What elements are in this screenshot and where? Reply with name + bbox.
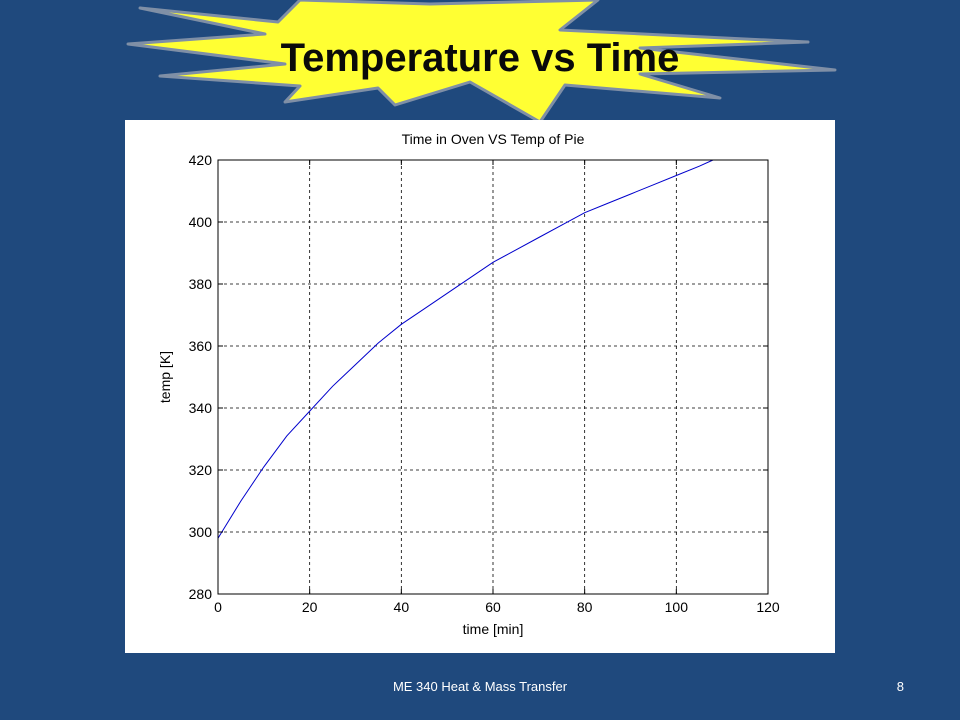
y-tick-label: 300 bbox=[189, 524, 213, 540]
x-tick-label: 60 bbox=[485, 599, 501, 615]
chart-title: Time in Oven VS Temp of Pie bbox=[402, 131, 585, 147]
y-tick-label: 340 bbox=[189, 400, 213, 416]
y-tick-label: 360 bbox=[189, 338, 213, 354]
x-tick-label: 20 bbox=[302, 599, 318, 615]
y-tick-label: 400 bbox=[189, 214, 213, 230]
line-chart: 0 20 40 60 80 100 120280300320340360380400420 … bbox=[157, 131, 780, 637]
x-axis-label: time [min] bbox=[463, 621, 524, 637]
slide-title: Temperature vs Time bbox=[280, 36, 680, 80]
grid-layer bbox=[218, 160, 768, 594]
y-tick-label: 280 bbox=[189, 586, 213, 602]
plot-panel: 0 20 40 60 80 100 120 280 300 320 340 360 380 400 420 … bbox=[125, 120, 835, 653]
x-tick-label: 100 bbox=[665, 599, 689, 615]
y-axis-label: temp [K] bbox=[157, 351, 173, 403]
y-tick-label: 320 bbox=[189, 462, 213, 478]
y-tick-label: 380 bbox=[189, 276, 213, 292]
x-tick-label: 40 bbox=[394, 599, 410, 615]
x-tick-label: 80 bbox=[577, 599, 593, 615]
series-layer bbox=[217, 159, 714, 539]
title-burst-shape bbox=[126, 0, 837, 124]
tick-layer: 0 20 40 60 80 100 120 280 300 320 340 360 380 400 420 bbox=[189, 152, 780, 615]
footer-text: ME 340 Heat & Mass Transfer bbox=[392, 679, 568, 694]
page-number: 8 bbox=[896, 679, 904, 694]
x-tick-label: 0 bbox=[214, 599, 222, 615]
burst-polygon bbox=[126, 0, 837, 124]
series-line bbox=[217, 159, 714, 539]
y-tick-label: 420 bbox=[189, 152, 213, 168]
x-tick-label: 120 bbox=[756, 599, 780, 615]
